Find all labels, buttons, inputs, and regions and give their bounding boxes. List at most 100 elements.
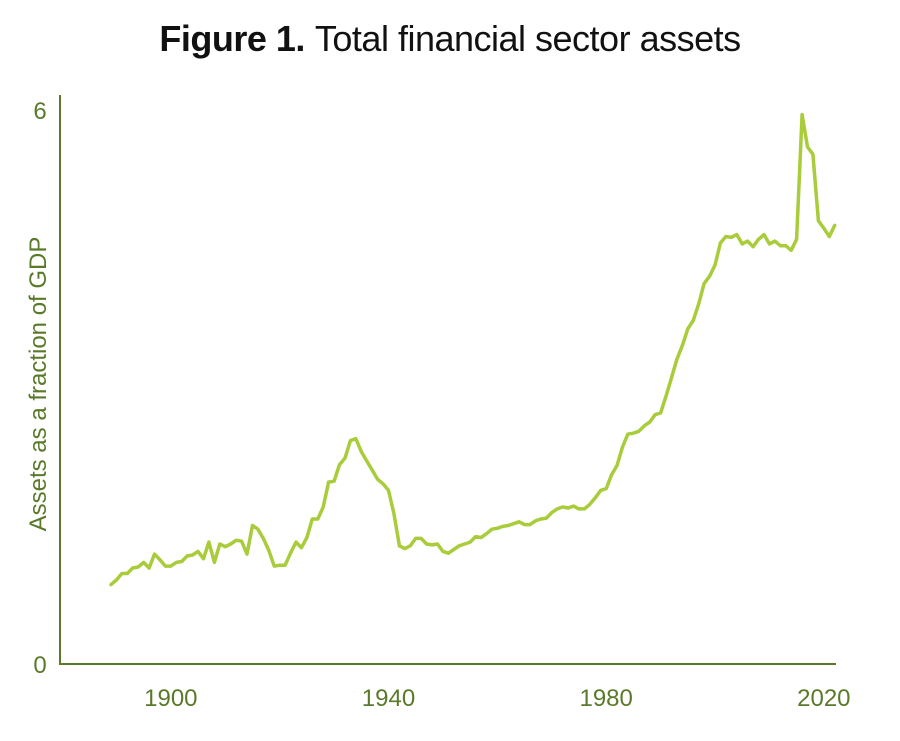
data-point [806,145,809,149]
data-point [158,558,162,562]
data-point [327,480,331,484]
data-point [479,536,483,539]
data-point [833,223,837,227]
y-axis-label: Assets as a fraction of GDP [25,237,52,532]
data-point [816,219,820,223]
data-point [773,239,777,243]
data-point [735,233,739,237]
data-point [316,517,320,521]
data-point [251,524,254,527]
data-point [664,394,668,398]
data-point [446,551,450,555]
data-point [746,239,750,243]
data-point [615,464,619,467]
x-tick-label: 1940 [362,685,415,712]
data-point [506,524,510,527]
data-point [397,544,401,548]
data-point [528,523,532,527]
data-point [207,540,211,544]
data-point [740,242,744,246]
x-tick-label: 2020 [797,685,850,712]
data-point [555,507,559,511]
data-point [163,564,167,568]
data-point [610,473,614,477]
data-point [697,302,701,306]
data-point [370,468,374,472]
data-point [675,357,679,361]
data-point [294,540,298,544]
data-point [305,536,309,539]
data-point [544,516,548,520]
series-line [109,112,837,587]
data-point [686,327,690,331]
data-point [680,343,684,347]
data-point [245,552,249,556]
data-point [757,237,760,241]
data-point [588,502,592,506]
data-point [533,519,537,523]
data-point [212,560,216,564]
data-point [343,456,347,460]
data-point [501,524,505,528]
data-point [381,482,385,486]
data-point [153,552,156,556]
data-point [582,507,586,511]
data-point [430,543,434,547]
data-point [670,376,673,380]
data-point [517,520,521,524]
data-point [708,274,712,278]
data-point [784,244,788,248]
data-point [376,477,380,481]
data-point [822,226,826,230]
data-point [185,554,189,558]
data-point [142,560,146,564]
data-point [196,549,200,553]
data-point [762,233,766,237]
data-point [414,536,418,540]
data-point [261,536,265,540]
data-point [561,505,565,509]
data-point [621,445,624,449]
data-point [523,523,526,527]
data-point [278,563,282,567]
figure-title: Total financial sector assets [314,18,741,59]
data-point [637,429,641,433]
data-point [653,413,657,417]
data-point [272,564,276,568]
data-point [811,152,815,156]
data-point [125,572,129,575]
data-point [599,488,603,492]
data-point [240,539,244,543]
y-ticks: 06 [33,98,46,679]
data-point [827,235,831,238]
data-point [354,437,358,441]
data-point [267,548,271,552]
y-tick-label: 6 [33,98,46,125]
data-points [109,113,837,587]
data-point [593,496,597,500]
data-point [539,517,543,521]
data-point [463,542,467,546]
data-point [659,411,663,415]
x-tick-label: 1980 [579,685,632,712]
data-point [468,540,472,544]
data-point [572,504,575,508]
y-tick-label: 0 [33,652,46,679]
page-title: Figure 1. Total financial sector assets [0,18,900,60]
data-point [387,488,390,492]
data-point [109,583,113,587]
data-point [321,505,325,509]
x-tick-label: 1900 [144,685,197,712]
data-point [626,432,630,436]
data-point [718,241,722,245]
data-point [365,459,369,463]
data-point [120,572,124,575]
data-point [114,578,118,582]
data-point [441,549,445,553]
data-point [218,542,222,546]
data-point [751,245,755,249]
data-point [577,507,581,511]
x-ticks: 1900 1940 1980 2020 [144,685,850,712]
data-point [452,548,456,551]
